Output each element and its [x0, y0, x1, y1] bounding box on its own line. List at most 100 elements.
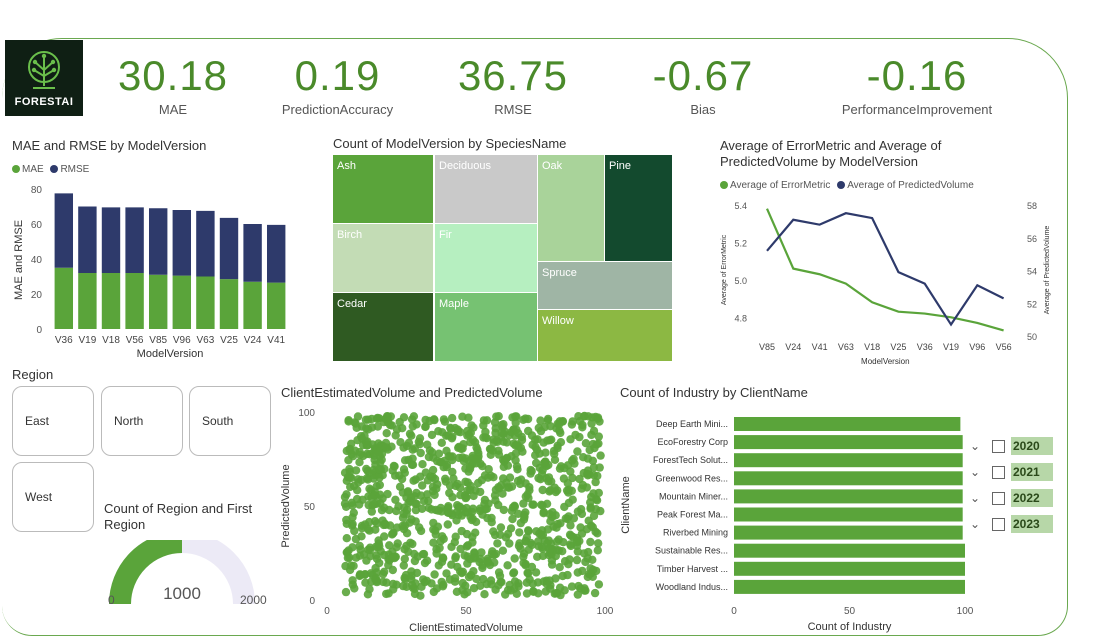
scatter-point	[385, 505, 394, 515]
treemap-cell-birch[interactable]: Birch	[333, 224, 433, 292]
x-tick-label: V41	[812, 342, 828, 352]
scatter-point	[404, 547, 413, 556]
industry-bar	[734, 435, 963, 450]
treemap-cell-deciduous[interactable]: Deciduous	[435, 155, 537, 223]
scatter-point	[351, 466, 361, 475]
y-tick-label: 0	[309, 596, 315, 607]
region-button-north[interactable]: North	[101, 386, 183, 456]
scatter-point	[439, 463, 448, 472]
y-axis-label: MAE and RMSE	[13, 220, 25, 300]
error-metric-line	[765, 208, 1004, 332]
y-tick-label: Deep Earth Mini...	[656, 419, 728, 429]
year-checkbox[interactable]	[992, 517, 1005, 531]
region-button-south[interactable]: South	[189, 386, 271, 456]
industry-bar	[734, 417, 961, 431]
x-tick-label: 100	[957, 606, 974, 617]
scatter-point	[510, 554, 519, 563]
mae-bar	[148, 274, 168, 329]
chevron-down-icon[interactable]: ⌄	[970, 439, 981, 453]
treemap-cell-maple[interactable]: Maple	[435, 293, 537, 361]
treemap-cell-spruce[interactable]: Spruce	[538, 262, 672, 309]
scatter-point	[400, 521, 410, 530]
kpi-value: 30.18	[117, 52, 229, 99]
scatter-point	[375, 558, 384, 568]
region-button-east[interactable]: East	[12, 386, 94, 456]
scatter-point	[341, 561, 350, 571]
scatter-point	[594, 432, 603, 441]
scatter-point	[449, 474, 458, 483]
scatter-point	[546, 517, 555, 526]
scatter-point	[381, 520, 390, 529]
y2-axis-label: Average of PredictedVolume	[1044, 226, 1051, 315]
scatter-point	[527, 562, 537, 572]
region-button-west[interactable]: West	[12, 462, 94, 532]
x-tick-label: V24	[244, 335, 262, 346]
chevron-down-icon[interactable]: ⌄	[970, 517, 981, 531]
treemap-cell-willow[interactable]: Willow	[538, 310, 672, 361]
year-checkbox[interactable]	[992, 439, 1005, 453]
scatter-point	[429, 538, 438, 547]
chevron-down-icon[interactable]: ⌄	[970, 465, 981, 479]
logo-text: FORESTAI	[14, 96, 74, 108]
treemap-cell-pine[interactable]: Pine	[605, 155, 672, 261]
industry-bar	[734, 561, 965, 576]
scatter-point	[363, 441, 372, 450]
scatter-point	[451, 552, 460, 561]
x-tick-label: V19	[943, 342, 959, 352]
scatter-point	[511, 456, 520, 465]
year-checkbox[interactable]	[992, 491, 1005, 505]
x-tick-label: 50	[844, 606, 856, 617]
scatter-point	[479, 416, 489, 425]
stacked-bar-chart: 0 20 40 60 80 MAE and RMSE V36 V19 V18 V56 V85 V96 V…	[13, 185, 286, 360]
scatter-point	[348, 576, 357, 585]
scatter-point	[595, 463, 604, 472]
year-filter-2022[interactable]: ⌄ 2022	[970, 488, 1053, 508]
scatter-point	[365, 585, 374, 594]
year-filter-2023[interactable]: ⌄ 2023	[970, 514, 1053, 534]
scatter-point	[515, 528, 524, 537]
legend-label-error-metric: Average of ErrorMetric	[730, 180, 831, 191]
treemap-cell-fir[interactable]: Fir	[435, 224, 537, 292]
scatter-point	[477, 548, 486, 557]
treemap-cell-oak[interactable]: Oak	[538, 155, 604, 261]
scatter-point	[534, 542, 543, 551]
scatter-point	[394, 502, 403, 511]
scatter-point	[512, 425, 521, 434]
x-tick-label: V36	[917, 342, 933, 352]
scatter-point	[408, 445, 417, 454]
rmse-bar	[101, 207, 121, 273]
scatter-point	[484, 465, 493, 474]
scatter-point	[435, 543, 444, 553]
scatter-point	[400, 456, 410, 465]
scatter-point	[428, 472, 437, 482]
scatter-plot: 0 50 100 0 50 100 ClientEstimatedVolume Predict…	[280, 408, 614, 634]
scatter-point	[407, 515, 416, 524]
y-tick-label: Woodland Indus...	[656, 582, 728, 592]
year-filter-2020[interactable]: ⌄ 2020	[970, 436, 1053, 456]
scatter-point	[573, 590, 582, 599]
x-tick-label: V18	[102, 335, 120, 346]
scatter-point	[584, 516, 593, 525]
scatter-point	[546, 584, 555, 593]
scatter-point	[367, 507, 376, 516]
treemap-cell-ash[interactable]: Ash	[333, 155, 433, 223]
year-checkbox[interactable]	[992, 465, 1005, 479]
scatter-point	[434, 449, 444, 458]
scatter-point	[356, 450, 365, 459]
scatter-point	[388, 579, 398, 589]
kpi-value: -0.16	[866, 52, 968, 99]
scatter-point	[590, 588, 600, 598]
x-axis-label: ModelVersion	[861, 357, 909, 366]
mae-bar	[196, 276, 215, 329]
scatter-point	[491, 428, 500, 438]
treemap-cell-cedar[interactable]: Cedar	[333, 293, 433, 361]
chevron-down-icon[interactable]: ⌄	[970, 491, 981, 505]
scatter-point	[472, 443, 481, 452]
x-tick-label: V56	[996, 342, 1012, 352]
scatter-point	[499, 462, 508, 472]
line-chart-legend: Average of ErrorMetric Average of Predic…	[720, 180, 974, 191]
scatter-point	[409, 412, 419, 421]
scatter-point	[382, 589, 391, 599]
year-filter-2021[interactable]: ⌄ 2021	[970, 462, 1053, 482]
scatter-point	[489, 435, 498, 444]
